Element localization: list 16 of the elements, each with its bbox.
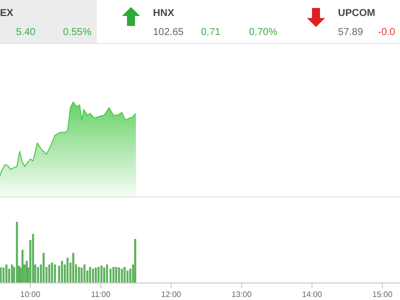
x-tick-label: 15:00 <box>372 290 393 299</box>
x-tick-label: 11:00 <box>90 290 111 299</box>
x-tick-label: 13:00 <box>232 290 252 299</box>
text: 0.55% <box>63 27 92 38</box>
x-tick-label: 10:00 <box>20 290 41 299</box>
text: -0.0 <box>378 27 396 38</box>
text: 0.71 <box>201 27 221 38</box>
text: HNX <box>153 8 174 19</box>
text: UPCOM <box>338 8 376 19</box>
x-tick-label: 12:00 <box>161 290 182 299</box>
x-tick-label: 14:00 <box>302 290 323 299</box>
text: 102.65 <box>153 27 184 38</box>
text: 57.89 <box>338 27 364 38</box>
text: 0.70% <box>249 27 278 38</box>
text: EX <box>0 8 14 19</box>
text: 5.40 <box>16 27 36 38</box>
